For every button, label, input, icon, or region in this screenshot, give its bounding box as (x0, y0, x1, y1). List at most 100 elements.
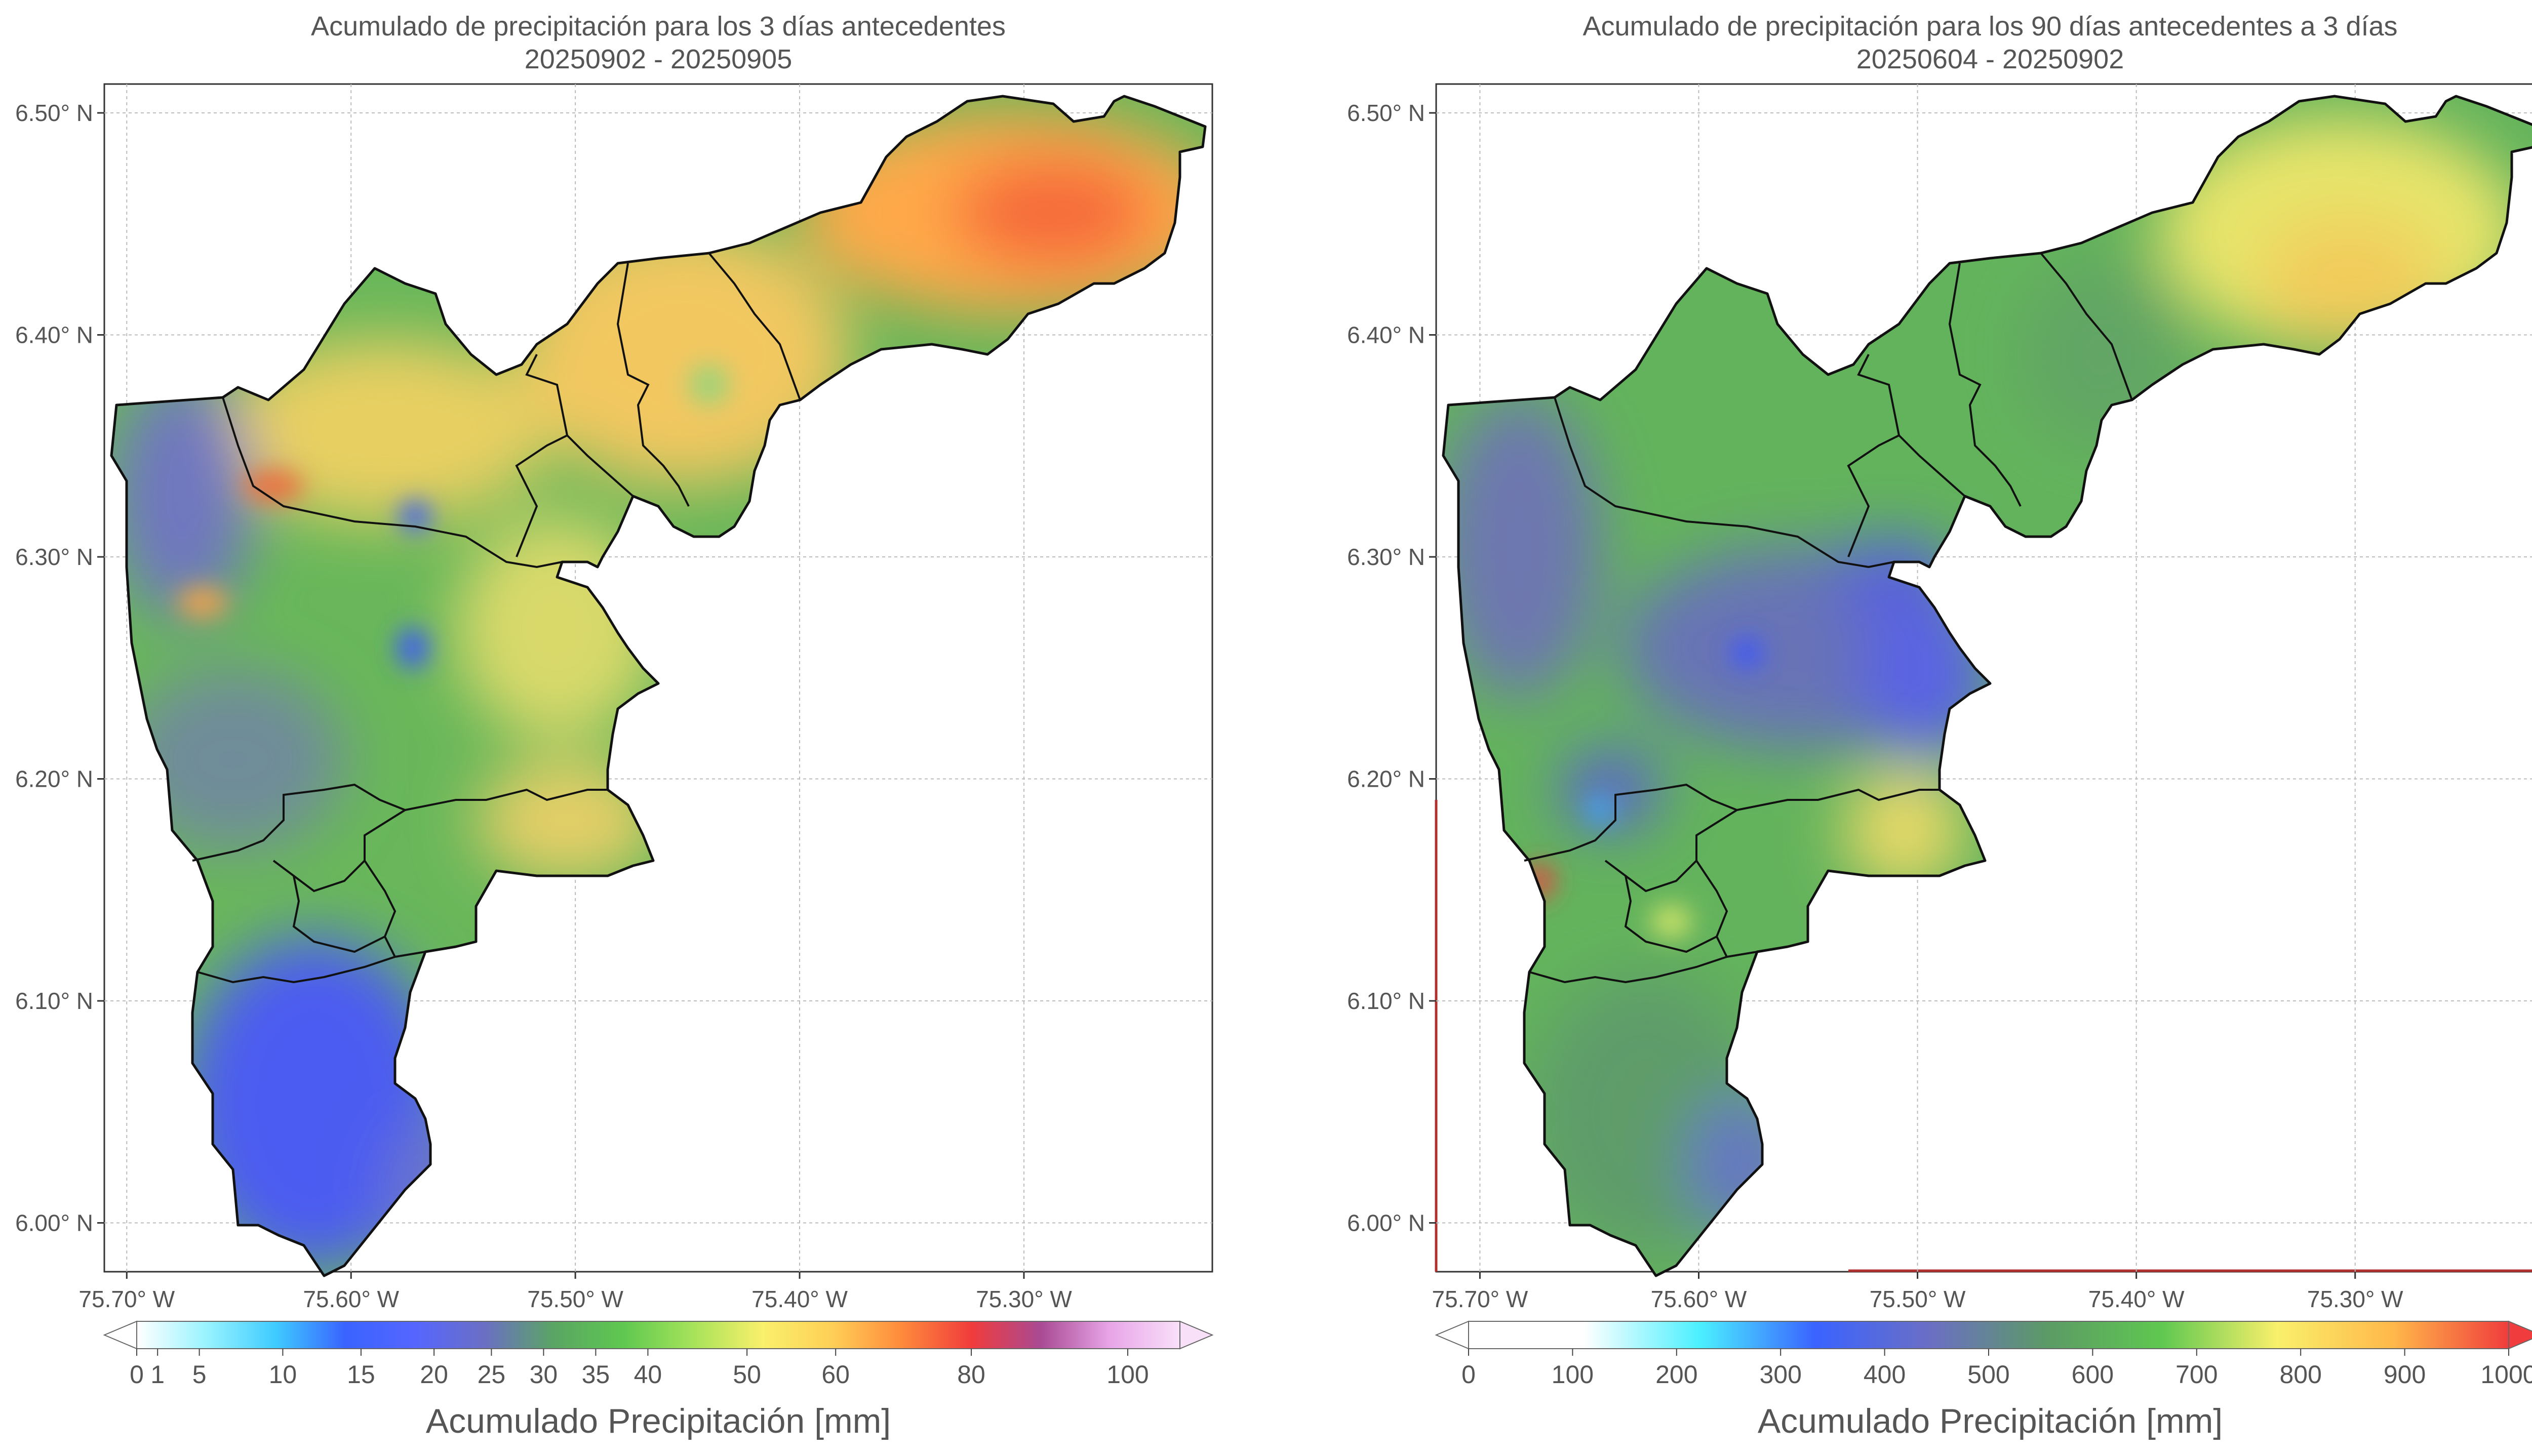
left-field-w-gray (122, 668, 344, 851)
right-boundary-5 (2040, 252, 2133, 400)
right-colorbar-tick-label: 700 (2175, 1360, 2218, 1389)
right-x-tick-label: 75.50° W (1870, 1286, 1966, 1312)
left-colorbar: 0 1 5 10 15 20 25 30 35 40 50 60 80 100 Acumulado Pre… (103, 1320, 1214, 1440)
left-colorbar-tick-label: 100 (1106, 1360, 1149, 1389)
left-y-tick-label: 6.00° N (15, 1210, 93, 1236)
left-colorbar-bar (136, 1321, 1180, 1349)
right-field-blue-dot (1732, 638, 1762, 668)
left-boundary-10 (292, 875, 385, 953)
left-field-green-dot (689, 365, 729, 405)
left-title-line1: Acumulado de precipitación para los 3 dí… (311, 11, 1006, 42)
right-colorbar-ticks: 0 100 200 300 400 500 600 700 800 900 1000 (1461, 1349, 2532, 1389)
left-colorbar-ticks: 0 1 5 10 15 20 25 30 35 40 50 60 80 100 (130, 1349, 1149, 1389)
left-boundary-9 (364, 860, 426, 958)
left-boundary-1 (222, 397, 563, 569)
left-field-nw-yellow (218, 339, 552, 521)
left-colorbar-tick-label: 50 (733, 1360, 761, 1389)
left-colorbar-tick-label: 25 (478, 1360, 506, 1389)
right-boundary-11 (1529, 956, 1727, 984)
right-colorbar-tick-label: 600 (2072, 1360, 2114, 1389)
left-x-tick-label: 75.70° W (78, 1286, 175, 1312)
right-colorbar-tick-label: 500 (1967, 1360, 2009, 1389)
right-y-tick-label: 6.40° N (1347, 322, 1425, 348)
left-colorbar-extend-max (1179, 1320, 1214, 1350)
right-field-se-yellow (1843, 770, 1965, 891)
right-subbasin-boundaries (1524, 252, 2133, 984)
left-subbasin-boundaries (192, 252, 801, 984)
left-field-blue-dot-1 (400, 501, 430, 532)
right-colorbar-tick-label: 100 (1552, 1360, 1594, 1389)
right-y-ticks: 6.50° N 6.40° N 6.30° N 6.20° N 6.10° N 6.00°… (1347, 100, 1436, 1236)
left-x-tick-label: 75.50° W (527, 1286, 623, 1312)
left-field-s-blue (182, 937, 446, 1271)
right-colorbar-tick-label: 0 (1461, 1360, 1476, 1389)
right-x-tick-label: 75.30° W (2307, 1286, 2403, 1312)
left-colorbar-tick-label: 40 (634, 1360, 662, 1389)
left-colorbar-tick-label: 80 (957, 1360, 985, 1389)
left-boundary-3 (566, 434, 634, 497)
left-field-w-purple (111, 375, 253, 618)
left-boundary-6 (192, 783, 406, 862)
right-x-ticks: 75.70° W 75.60° W 75.50° W 75.40° W 75.30° W (1432, 1272, 2403, 1312)
right-field-yellow-spot (1651, 906, 1691, 937)
right-colorbar-tick-label: 800 (2279, 1360, 2321, 1389)
left-y-tick-label: 6.10° N (15, 988, 93, 1014)
right-map-panel: Acumulado de precipitación para los 90 d… (1347, 11, 2532, 1440)
left-colorbar-extend-min (103, 1320, 137, 1350)
right-title-line1: Acumulado de precipitación para los 90 d… (1582, 11, 2397, 42)
right-colorbar-extend-min (1435, 1320, 1469, 1350)
left-field-nc-yellow (517, 223, 851, 486)
right-y-tick-label: 6.50° N (1347, 100, 1425, 126)
left-colorbar-tick-label: 10 (269, 1360, 297, 1389)
right-boundary-9 (1695, 860, 1758, 958)
right-colorbar-tick-label: 900 (2384, 1360, 2426, 1389)
left-colorbar-tick-label: 60 (821, 1360, 850, 1389)
left-x-ticks: 75.70° W 75.60° W 75.50° W 75.40° W 75.30° W (78, 1272, 1072, 1312)
left-boundary-8 (405, 788, 608, 811)
left-colorbar-tick-label: 0 (130, 1360, 144, 1389)
left-x-tick-label: 75.60° W (303, 1286, 399, 1312)
left-boundary-4 (616, 263, 690, 507)
left-y-tick-label: 6.40° N (15, 322, 93, 348)
right-x-tick-label: 75.40° W (2088, 1286, 2185, 1312)
right-x-tick-label: 75.60° W (1651, 1286, 1747, 1312)
right-y-tick-label: 6.20° N (1347, 766, 1425, 792)
left-colorbar-tick-label: 20 (420, 1360, 448, 1389)
right-colorbar-tick-label: 200 (1655, 1360, 1697, 1389)
right-colorbar-label: Acumulado Precipitación [mm] (1758, 1402, 2223, 1440)
left-title-line2: 20250902 - 20250905 (525, 44, 793, 74)
right-boundary-1 (1554, 397, 1894, 569)
left-colorbar-tick-label: 30 (530, 1360, 558, 1389)
right-colorbar-tick-label: 400 (1864, 1360, 1906, 1389)
left-field-hotspot-1 (243, 471, 304, 501)
right-boundary-8 (1736, 788, 1940, 811)
right-colorbar: 0 100 200 300 400 500 600 700 800 900 1000 Acumula… (1435, 1320, 2532, 1440)
right-x-tick-label: 75.70° W (1432, 1286, 1528, 1312)
left-y-tick-label: 6.50° N (15, 100, 93, 126)
right-y-tick-label: 6.30° N (1347, 544, 1425, 570)
left-y-ticks: 6.50° N 6.40° N 6.30° N 6.20° N 6.10° N 6.00°… (15, 100, 104, 1236)
left-x-tick-label: 75.40° W (751, 1286, 848, 1312)
left-boundary-11 (197, 956, 395, 984)
right-boundary-6 (1524, 783, 1737, 862)
left-map-panel: Acumulado de precipitación para los 3 dí… (15, 11, 1214, 1440)
left-boundary-5 (708, 252, 801, 400)
left-field-hotspot-2 (177, 587, 228, 618)
left-boundary-2 (515, 354, 569, 557)
left-field-blue-dot-2 (398, 628, 428, 668)
right-title-line2: 20250604 - 20250902 (1856, 44, 2124, 74)
left-y-tick-label: 6.20° N (15, 766, 93, 792)
right-y-tick-label: 6.00° N (1347, 1210, 1425, 1236)
left-colorbar-tick-label: 15 (347, 1360, 375, 1389)
left-colorbar-tick-label: 5 (192, 1360, 207, 1389)
right-field-cyan-spot (1587, 797, 1613, 823)
right-colorbar-tick-label: 1000 (2480, 1360, 2532, 1389)
right-boundary-3 (1898, 434, 1966, 497)
right-boundary-2 (1847, 354, 1901, 557)
right-colorbar-tick-label: 300 (1759, 1360, 1801, 1389)
right-boundary-4 (1948, 263, 2022, 507)
right-boundary-10 (1624, 875, 1717, 953)
right-y-tick-label: 6.10° N (1347, 988, 1425, 1014)
left-colorbar-label: Acumulado Precipitación [mm] (426, 1402, 891, 1440)
